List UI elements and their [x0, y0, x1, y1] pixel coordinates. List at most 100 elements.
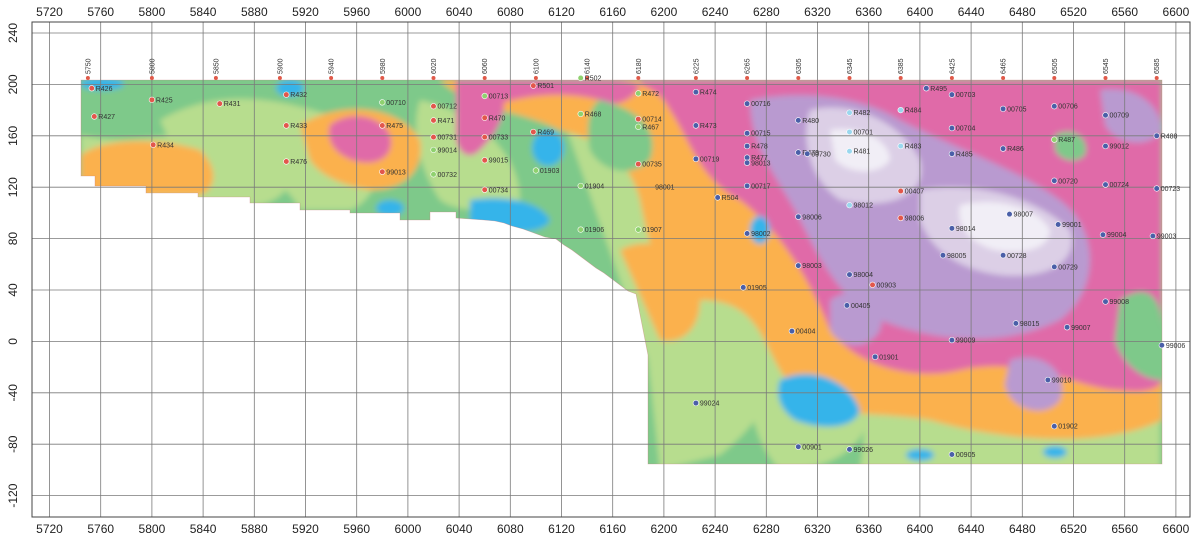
drill-hole-marker[interactable] — [577, 110, 584, 118]
drill-hole[interactable]: 00724 — [1102, 181, 1129, 189]
drill-hole[interactable]: 98007 — [1006, 211, 1033, 219]
drill-hole[interactable]: R473 — [692, 122, 717, 130]
drill-hole[interactable]: 99008 — [1102, 298, 1129, 306]
drill-hole[interactable]: 00728 — [999, 252, 1027, 260]
drill-hole-marker[interactable] — [430, 171, 437, 178]
drill-hole-marker[interactable] — [88, 85, 95, 92]
drill-hole-marker[interactable] — [1051, 103, 1058, 110]
drill-hole-marker[interactable] — [692, 399, 700, 407]
drill-hole[interactable]: R488 — [1153, 132, 1178, 140]
drill-hole[interactable]: 00407 — [897, 187, 924, 196]
drill-hole-marker[interactable] — [1102, 142, 1109, 150]
drill-hole[interactable]: 01903 — [532, 167, 559, 175]
drill-hole[interactable]: R469 — [530, 128, 555, 136]
drill-hole-marker[interactable] — [869, 281, 876, 288]
drill-hole[interactable]: 00905 — [948, 451, 975, 459]
drill-hole-marker[interactable] — [577, 74, 584, 82]
drill-hole[interactable]: 00732 — [430, 171, 457, 179]
drill-hole[interactable]: 00723 — [1153, 185, 1180, 193]
drill-hole[interactable]: 00729 — [1051, 263, 1078, 271]
drill-hole-marker[interactable] — [1149, 232, 1156, 240]
drill-hole[interactable]: 00719 — [692, 155, 719, 163]
drill-hole[interactable]: 00730 — [804, 150, 831, 158]
drill-hole-marker[interactable] — [999, 252, 1007, 259]
drill-hole[interactable]: R478 — [743, 142, 768, 151]
drill-hole-marker[interactable] — [635, 226, 642, 233]
drill-hole-marker[interactable] — [1051, 177, 1058, 184]
drill-hole[interactable]: 01904 — [577, 182, 604, 190]
drill-hole[interactable]: 00405 — [843, 302, 871, 310]
drill-hole[interactable]: R495 — [923, 85, 948, 93]
drill-hole-marker[interactable] — [743, 100, 751, 107]
drill-hole-marker[interactable] — [795, 149, 802, 156]
drill-hole[interactable]: 01905 — [740, 284, 767, 292]
drill-hole-marker[interactable] — [635, 115, 642, 123]
drill-hole[interactable]: 00901 — [795, 443, 822, 451]
drill-hole[interactable]: 99014 — [430, 146, 457, 154]
drill-hole[interactable]: R487 — [1051, 136, 1076, 144]
drill-hole-marker[interactable] — [948, 124, 956, 132]
drill-hole[interactable]: R481 — [846, 148, 871, 156]
drill-hole[interactable]: R484 — [897, 106, 922, 115]
drill-hole[interactable]: R425 — [148, 96, 173, 104]
drill-hole[interactable]: R426 — [88, 85, 113, 93]
drill-hole-marker[interactable] — [1102, 181, 1109, 188]
drill-hole-marker[interactable] — [430, 146, 437, 154]
drill-hole-marker[interactable] — [788, 328, 796, 335]
drill-hole[interactable]: R467 — [635, 123, 660, 131]
drill-hole[interactable]: 00706 — [1051, 103, 1078, 111]
drill-hole-marker[interactable] — [846, 148, 853, 155]
drill-hole[interactable]: 99012 — [1102, 142, 1129, 151]
drill-hole[interactable]: 99010 — [1044, 376, 1071, 384]
drill-hole[interactable]: R504 — [714, 194, 739, 202]
drill-hole[interactable]: 00710 — [379, 99, 406, 107]
drill-hole-marker[interactable] — [843, 302, 851, 309]
drill-hole-marker[interactable] — [795, 213, 802, 220]
drill-hole[interactable]: R479 — [795, 149, 820, 157]
drill-hole[interactable]: 00705 — [999, 105, 1027, 113]
drill-hole[interactable]: 99015 — [481, 157, 508, 165]
drill-hole[interactable]: 00720 — [1051, 177, 1078, 185]
drill-hole-marker[interactable] — [1051, 136, 1058, 143]
drill-hole[interactable]: 00715 — [743, 130, 771, 138]
drill-hole-marker[interactable] — [430, 133, 437, 141]
drill-hole-marker[interactable] — [430, 117, 437, 124]
drill-hole-marker[interactable] — [948, 150, 956, 157]
drill-hole-marker[interactable] — [283, 91, 290, 98]
drill-hole[interactable]: R434 — [150, 141, 174, 149]
drill-hole[interactable]: 00714 — [635, 115, 662, 124]
drill-hole-marker[interactable] — [948, 225, 956, 232]
drill-hole-marker[interactable] — [1153, 185, 1160, 192]
drill-hole-marker[interactable] — [1051, 423, 1058, 430]
drill-hole-marker[interactable] — [283, 122, 290, 129]
drill-hole-marker[interactable] — [948, 451, 956, 458]
drill-hole[interactable]: 98001 — [655, 185, 675, 192]
drill-hole[interactable]: 98015 — [1012, 320, 1039, 328]
drill-hole[interactable]: 00903 — [869, 281, 896, 289]
drill-hole[interactable]: R471 — [430, 117, 455, 125]
drill-hole-marker[interactable] — [871, 353, 879, 360]
drill-hole-marker[interactable] — [379, 99, 386, 106]
drill-hole[interactable]: 00731 — [430, 133, 457, 142]
drill-hole[interactable]: 00716 — [743, 100, 771, 108]
drill-hole[interactable]: R475 — [379, 122, 404, 130]
drill-hole[interactable]: 98013 — [743, 159, 771, 167]
drill-hole-marker[interactable] — [577, 226, 584, 233]
drill-hole[interactable]: 99001 — [1055, 221, 1082, 229]
drill-hole-marker[interactable] — [1012, 320, 1020, 327]
drill-hole[interactable]: 99004 — [1099, 231, 1127, 239]
drill-hole[interactable]: 98003 — [795, 262, 822, 270]
drill-hole-marker[interactable] — [743, 159, 751, 166]
drill-hole-marker[interactable] — [740, 284, 747, 291]
drill-hole[interactable]: 00713 — [481, 92, 508, 100]
drill-hole-marker[interactable] — [795, 262, 802, 269]
drill-hole[interactable]: 98002 — [743, 230, 771, 238]
drill-hole-marker[interactable] — [635, 123, 642, 130]
drill-hole[interactable]: R470 — [481, 114, 506, 122]
drill-hole-marker[interactable] — [999, 105, 1007, 112]
drill-hole[interactable]: R431 — [216, 100, 241, 108]
drill-hole[interactable]: 00733 — [481, 133, 508, 142]
drill-hole-marker[interactable] — [1006, 211, 1013, 218]
drill-hole[interactable]: R427 — [91, 113, 116, 121]
drill-hole-marker[interactable] — [1063, 324, 1071, 331]
